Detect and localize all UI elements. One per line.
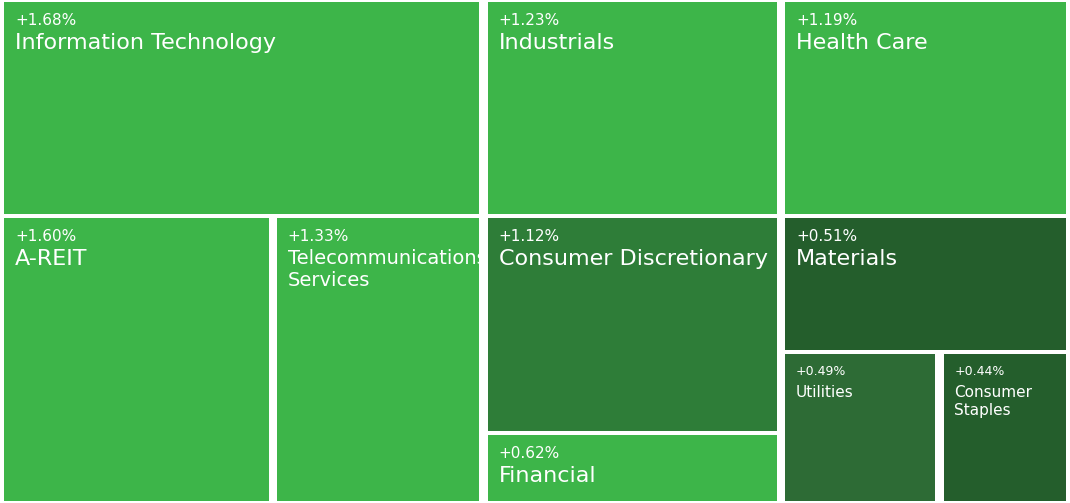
Text: Consumer
Staples: Consumer Staples [954,385,1033,417]
Bar [488,218,777,431]
Bar [785,354,935,501]
Text: +0.51%: +0.51% [796,229,857,244]
Text: +0.62%: +0.62% [499,446,560,461]
Text: +1.12%: +1.12% [499,229,560,244]
Text: +1.60%: +1.60% [15,229,76,244]
Bar [4,218,269,501]
Bar [785,2,1066,214]
Text: A-REIT: A-REIT [15,249,88,270]
Text: +0.44%: +0.44% [954,365,1005,378]
Text: Telecommunications
Services: Telecommunications Services [288,249,487,291]
Bar [4,2,479,214]
Text: Industrials: Industrials [499,33,615,53]
Text: Utilities: Utilities [796,385,854,400]
Text: +0.49%: +0.49% [796,365,846,378]
Text: +1.19%: +1.19% [796,13,857,28]
Bar [277,218,479,501]
Bar [785,218,1066,350]
Text: +1.23%: +1.23% [499,13,560,28]
Text: +1.68%: +1.68% [15,13,76,28]
Text: Information Technology: Information Technology [15,33,276,53]
Text: +1.33%: +1.33% [288,229,349,244]
Text: Materials: Materials [796,249,898,270]
Bar [488,435,777,501]
Text: Financial: Financial [499,466,596,486]
Bar [488,2,777,214]
Text: Health Care: Health Care [796,33,928,53]
Text: Consumer Discretionary: Consumer Discretionary [499,249,767,270]
Bar [944,354,1066,501]
